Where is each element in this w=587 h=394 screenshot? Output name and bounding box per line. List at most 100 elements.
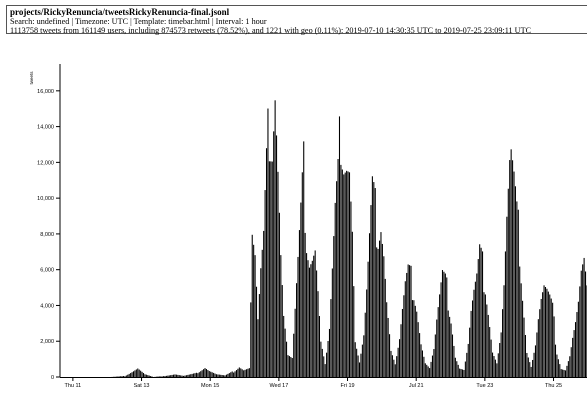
bar [171, 374, 173, 377]
bar [550, 298, 552, 377]
bar [184, 375, 186, 377]
bar [177, 374, 179, 377]
bar [318, 316, 320, 377]
bar [120, 376, 122, 377]
bar [496, 363, 498, 377]
bar [489, 327, 491, 377]
bar [447, 310, 449, 377]
bar [381, 243, 383, 377]
bar [235, 370, 238, 377]
bar [334, 202, 336, 377]
bar [284, 328, 286, 377]
bar [404, 281, 406, 377]
x-tick-label: Thu 11 [65, 383, 82, 389]
bar [141, 371, 143, 377]
bar [130, 373, 132, 377]
bar [161, 376, 163, 377]
bar [414, 305, 416, 377]
bar [241, 369, 243, 377]
bar [374, 188, 376, 377]
bar [567, 361, 569, 377]
bar [524, 334, 526, 377]
bar [306, 253, 308, 377]
bar [337, 159, 339, 377]
bar [183, 375, 185, 377]
bar [240, 368, 242, 377]
bar [497, 353, 499, 377]
bar [324, 364, 326, 377]
bar [530, 366, 532, 377]
bar [527, 357, 529, 377]
bar [340, 164, 342, 377]
bar [260, 268, 262, 377]
bar [357, 355, 359, 377]
bar [569, 356, 571, 377]
bar [323, 356, 325, 377]
bar [384, 278, 386, 377]
x-tick-label: Wed 17 [269, 383, 288, 389]
bar [276, 135, 278, 377]
bar [264, 190, 266, 377]
bar [387, 317, 389, 377]
search-info-line: Search: undefined | Timezone: UTC | Temp… [10, 17, 267, 26]
bar [217, 374, 219, 377]
bar [467, 343, 469, 377]
bar [313, 255, 315, 377]
bar [469, 327, 471, 377]
bar [510, 149, 512, 377]
bar [281, 285, 283, 377]
bar [500, 332, 502, 377]
bar [270, 161, 272, 377]
x-tick-label: Tue 23 [476, 383, 493, 389]
bar [529, 362, 531, 377]
bar [304, 232, 306, 377]
bar [254, 255, 256, 377]
bar [174, 374, 176, 377]
bar [513, 171, 515, 377]
bar [278, 212, 280, 377]
bar [519, 266, 521, 377]
bar [267, 108, 269, 378]
bar [308, 267, 310, 377]
x-tick-label: Sat 13 [134, 383, 150, 389]
bar [317, 291, 319, 377]
bar [243, 370, 245, 377]
bar [263, 230, 265, 377]
bar [476, 273, 478, 377]
bar [449, 316, 451, 377]
bar [247, 368, 249, 377]
bar [487, 314, 489, 377]
bar [181, 375, 183, 377]
bar [437, 307, 439, 377]
bar [265, 148, 268, 377]
bar [406, 272, 408, 377]
bar-series [111, 100, 587, 378]
bar [297, 256, 299, 377]
bar [298, 230, 300, 377]
bar [150, 376, 152, 377]
bar [336, 181, 338, 377]
bar [220, 374, 222, 377]
bar [434, 334, 436, 377]
bar [137, 368, 139, 377]
x-axis: Thu 11 Sat 13 Mon 15 Wed 17 Fri 19 Jul 21 Tue … [60, 377, 587, 389]
bar [451, 334, 454, 377]
x-tick-label: Mon 15 [201, 383, 219, 389]
bar [486, 304, 488, 377]
bar [230, 372, 232, 377]
bar [502, 309, 504, 377]
stats-summary-line: 1113758 tweets from 161149 users, includ… [10, 26, 532, 35]
bar [470, 310, 472, 377]
bar [225, 374, 228, 377]
bar [453, 345, 455, 377]
bar [380, 232, 382, 377]
bar [293, 333, 295, 377]
bar [454, 357, 456, 377]
bar [180, 375, 182, 377]
bar [544, 287, 547, 377]
bar [542, 292, 544, 377]
y-tick-label: 8,000 [40, 232, 54, 238]
y-tick-label: 14,000 [37, 125, 54, 131]
bar [198, 372, 200, 377]
bar [534, 345, 537, 377]
